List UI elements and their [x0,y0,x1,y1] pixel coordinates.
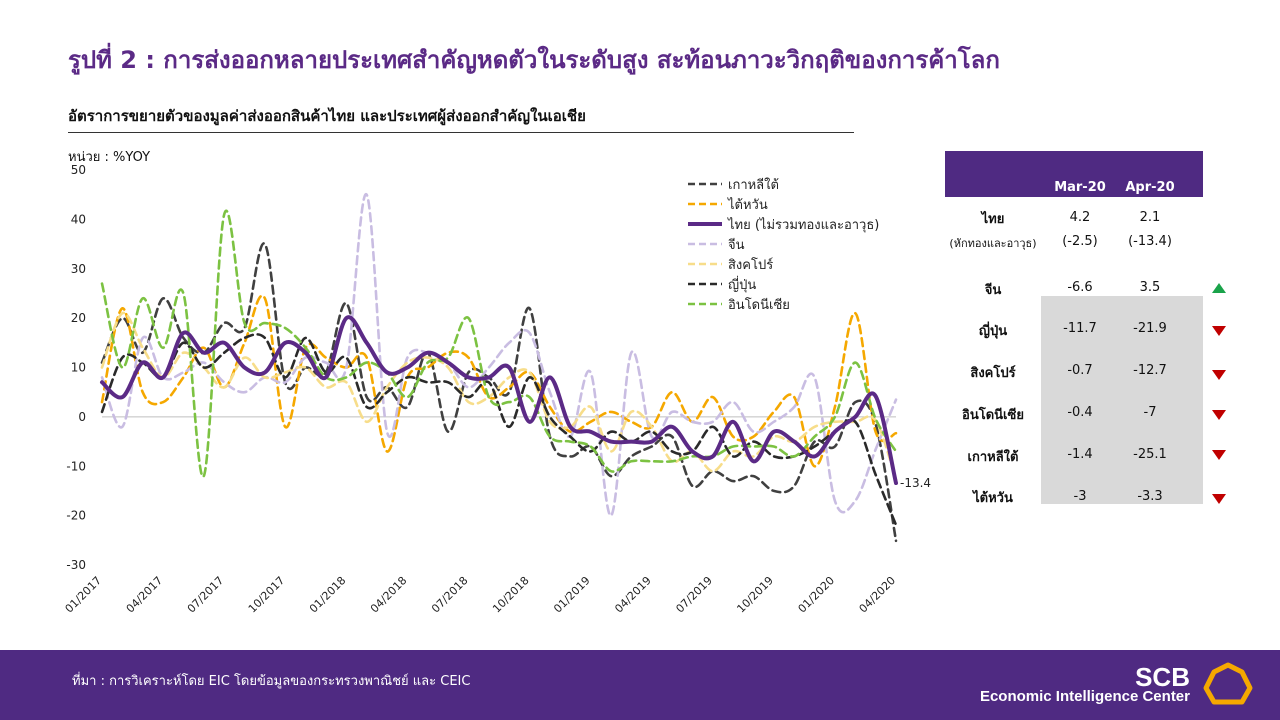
x-tick-label: 04/2017 [124,574,166,616]
unit-label: หน่วย : %YOY [68,150,151,165]
header-mar-20: Mar-20 [1054,180,1106,195]
series-line-6 [100,209,898,478]
row-label-china: จีน [984,283,1002,298]
cell-singapore-mar: -0.7 [1067,363,1093,378]
y-tick-label: -10 [66,459,86,473]
y-tick-label: -20 [66,509,86,523]
trend-down-icon [1212,326,1226,336]
y-tick-label: 10 [71,361,86,375]
x-tick-label: 10/2017 [246,574,288,616]
cell-thailand-apr: 2.1 [1139,210,1161,225]
row-label-thailand: ไทย [981,212,1005,227]
cell-china-apr: 3.5 [1139,280,1161,295]
legend-label: ไทย (ไม่รวมทองและอาวุธ) [727,217,879,233]
row-sublabel-thailand: (หักทองและอาวุธ) [949,237,1037,250]
trend-down-icon [1212,450,1226,460]
row-label-taiwan: ไต้หวัน [973,491,1013,506]
cell-indonesia-mar: -0.4 [1067,405,1093,420]
row-label-singapore: สิงคโปร์ [970,366,1016,381]
x-tick-label: 07/2017 [185,574,227,616]
page-title: รูปที่ 2 : การส่งออกหลายประเทศสำคัญหดตัว… [68,46,1000,74]
x-tick-label: 01/2020 [796,574,838,616]
scb-logo-icon [1203,662,1253,705]
cell-korea-mar: -1.4 [1067,447,1093,462]
row-label-korea: เกาหลีใต้ [967,450,1019,465]
cell-indonesia-apr: -7 [1143,405,1157,420]
footer: ที่มา : การวิเคราะห์โดย EIC โดยข้อมูลของ… [0,650,1280,720]
cell-japan-mar: -11.7 [1063,321,1097,336]
cell-taiwan-mar: -3 [1073,489,1087,504]
row-label-indonesia: อินโดนีเซีย [962,408,1024,423]
series-line-2 [100,315,898,485]
end-value-label: -13.4 [900,476,931,490]
source-note: ที่มา : การวิเคราะห์โดย EIC โดยข้อมูลของ… [72,674,471,689]
line-chart: 50 40 30 20 10 0 -10 -20 -30 01/2017 04/2017 07/201… [63,163,931,616]
trend-down-icon [1212,370,1226,380]
cell-korea-apr: -25.1 [1133,447,1167,462]
x-tick-label: 04/2019 [612,574,654,616]
cell-thailand-mar-sub: (-2.5) [1062,234,1098,249]
trend-up-icon [1212,283,1226,293]
trend-down-icon [1212,410,1226,420]
header-apr-20: Apr-20 [1125,180,1175,195]
x-tick-label: 07/2018 [429,574,471,616]
legend-label: สิงคโปร์ [728,257,773,273]
brand-name: SCB [1135,662,1190,692]
cell-japan-apr: -21.9 [1133,321,1167,336]
y-tick-label: 20 [71,311,86,325]
x-tick-label: 01/2018 [307,574,349,616]
series-line-4 [100,311,898,481]
cell-taiwan-apr: -3.3 [1137,489,1163,504]
x-tick-label: 10/2018 [490,574,532,616]
x-tick-label: 01/2019 [551,574,593,616]
x-tick-label: 04/2018 [368,574,410,616]
table-shaded-area [1041,296,1203,504]
x-tick-label: 10/2019 [734,574,776,616]
subtitle-divider [68,132,854,133]
x-tick-label: 01/2017 [63,574,105,616]
table-header: Mar-20 Apr-20 [945,151,1203,197]
cell-singapore-apr: -12.7 [1133,363,1167,378]
chart-subtitle: อัตราการขยายตัวของมูลค่าส่งออกสินค้าไทย … [68,107,586,125]
legend-label: ไต้หวัน [727,197,768,213]
brand-subtitle: Economic Intelligence Center [979,688,1190,705]
row-label-japan: ญี่ปุ่น [978,324,1008,339]
y-tick-label: 30 [71,262,86,276]
series-line-5 [100,333,898,527]
cell-thailand-apr-sub: (-13.4) [1128,234,1172,249]
y-tick-label: -30 [66,558,86,572]
legend-label: ญี่ปุ่น [728,276,756,293]
legend-label: อินโดนีเซีย [728,297,790,313]
y-tick-label: 50 [71,163,86,177]
y-tick-label: 40 [71,212,86,226]
cell-china-mar: -6.6 [1067,280,1093,295]
legend-label: เกาหลีใต้ [728,177,779,193]
cell-thailand-mar: 4.2 [1069,210,1091,225]
series-line-0 [100,242,898,543]
trend-down-icon [1212,494,1226,504]
legend-label: จีน [728,237,745,253]
x-tick-label: 04/2020 [857,574,899,616]
y-tick-label: 0 [78,410,86,424]
x-tick-label: 07/2019 [673,574,715,616]
series-line-3 [100,193,898,517]
